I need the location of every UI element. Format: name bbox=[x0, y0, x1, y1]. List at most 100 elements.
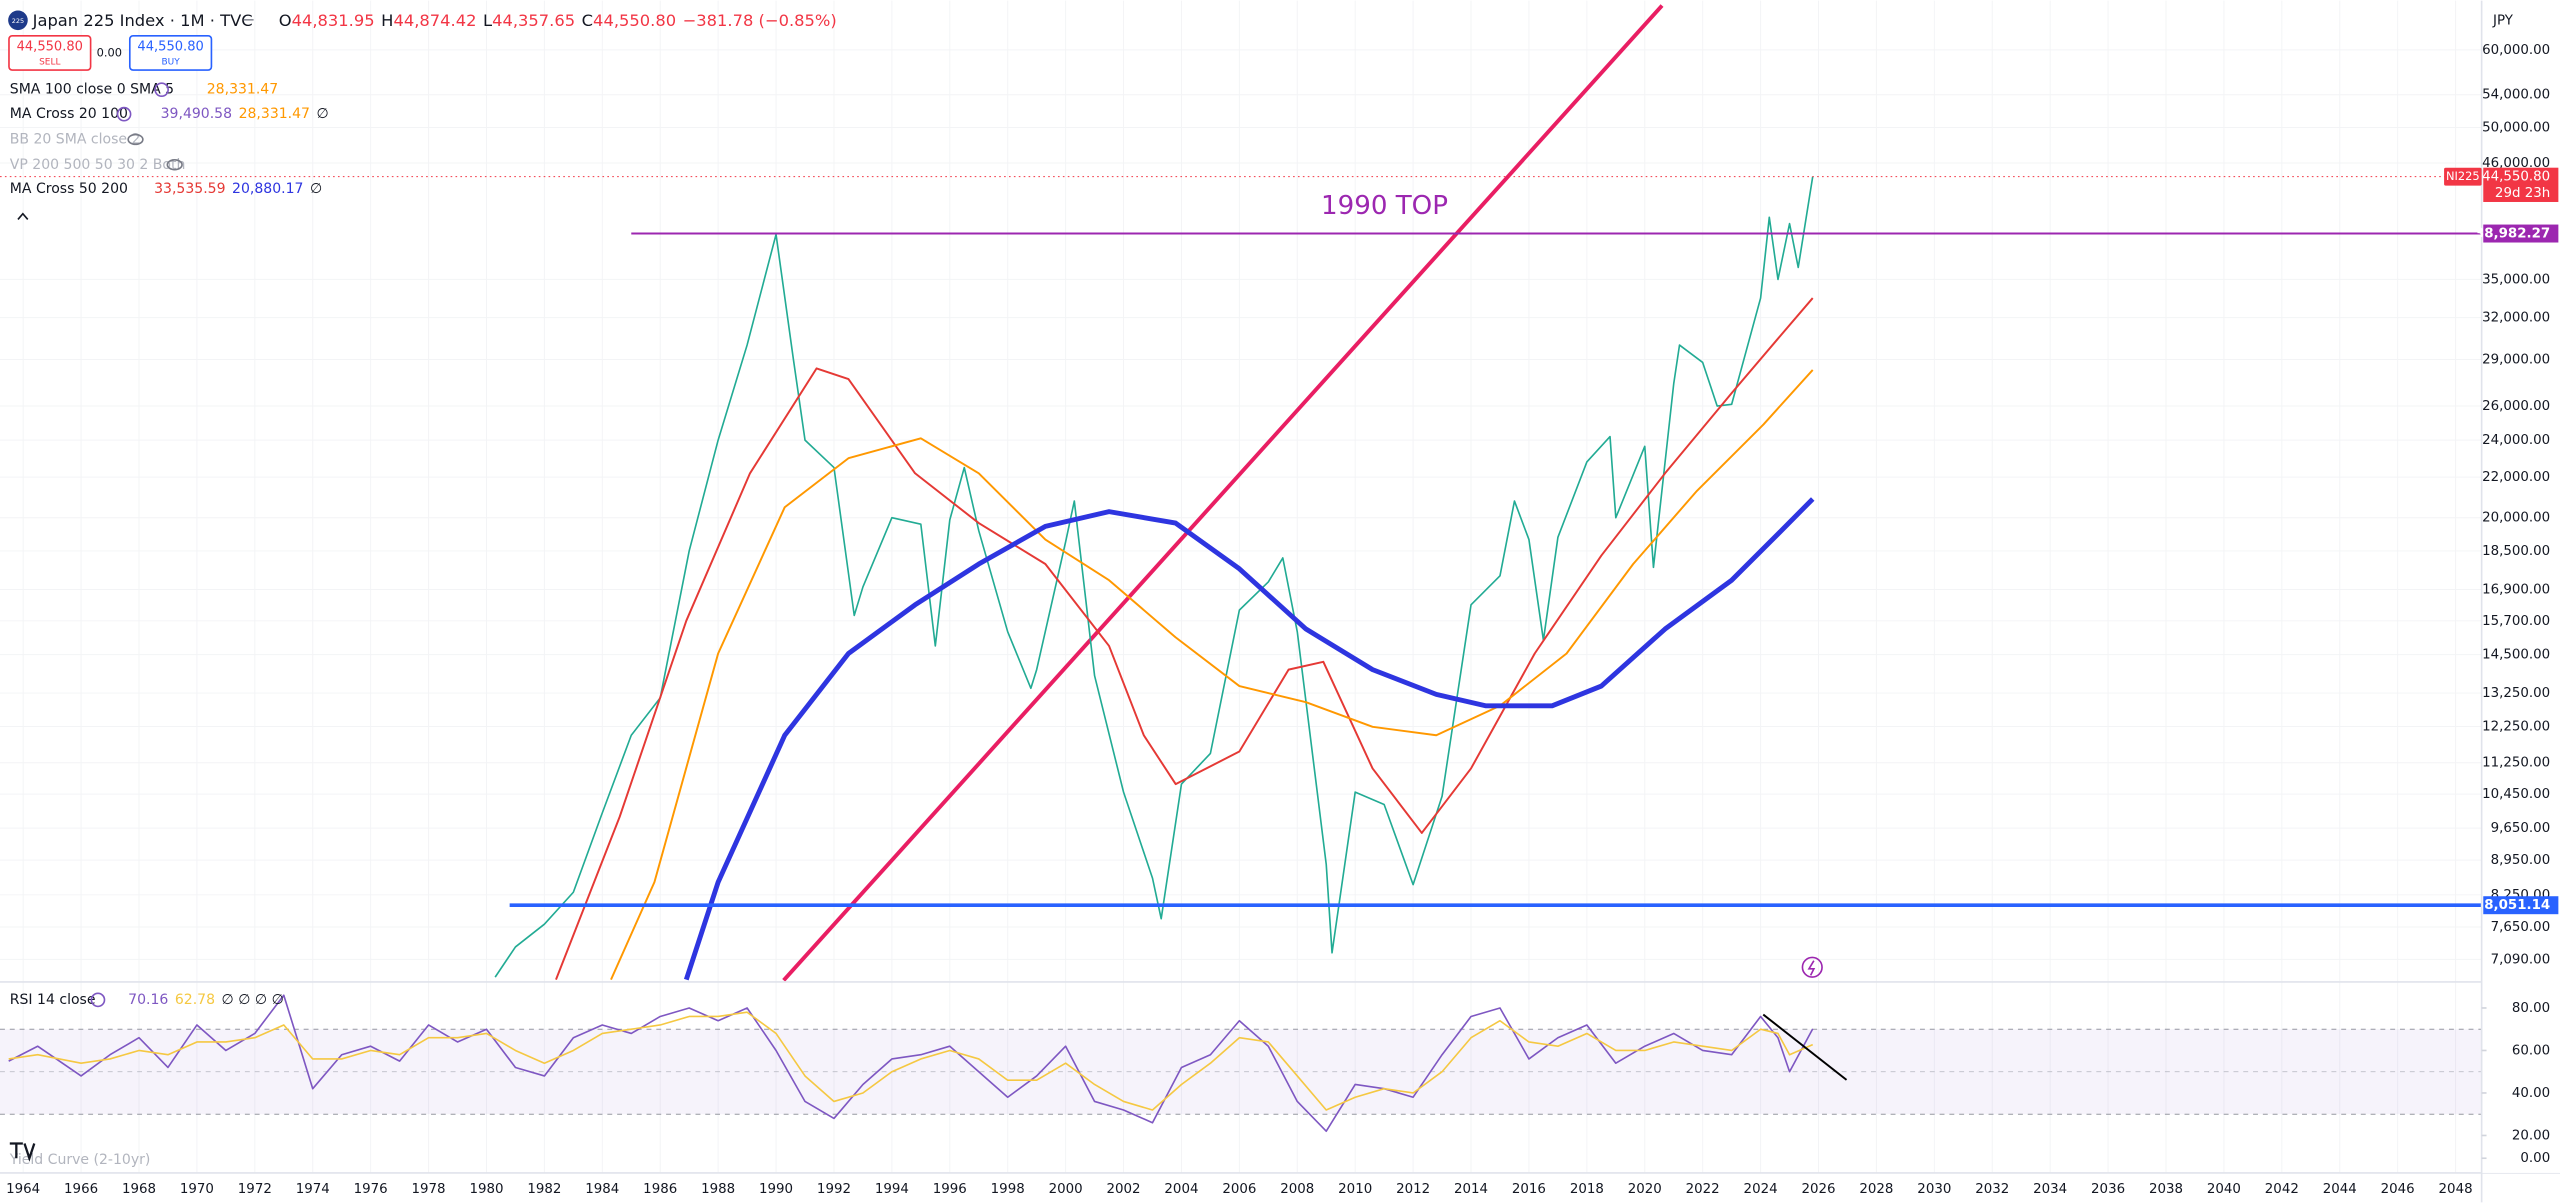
x-tick-label: 2030 bbox=[1917, 1182, 1951, 1197]
x-tick-label: 2006 bbox=[1222, 1182, 1256, 1197]
x-tick-label: 2032 bbox=[1975, 1182, 2009, 1197]
legend-label: MA Cross 50 200 bbox=[10, 181, 128, 197]
x-tick-label: 2004 bbox=[1164, 1182, 1198, 1197]
y-tick-label: 20.00 bbox=[2512, 1128, 2550, 1143]
settings-icon[interactable] bbox=[154, 82, 169, 98]
x-tick-label: 2018 bbox=[1570, 1182, 1604, 1197]
collapse-caret[interactable] bbox=[17, 212, 29, 220]
hidden-icon[interactable] bbox=[127, 133, 144, 146]
x-tick-label: 1982 bbox=[527, 1182, 561, 1197]
y-tick-label: 32,000.00 bbox=[2482, 311, 2550, 326]
x-tick-label: 1996 bbox=[933, 1182, 967, 1197]
x-tick-label: 2020 bbox=[1628, 1182, 1662, 1197]
y-tick-label: 50,000.00 bbox=[2482, 121, 2550, 136]
series-line bbox=[610, 369, 1814, 981]
level-label: 8,051.14 bbox=[2484, 898, 2550, 913]
x-tick-label: 2028 bbox=[1859, 1182, 1893, 1197]
y-tick-label: 46,000.00 bbox=[2482, 156, 2550, 171]
x-tick-label: 2008 bbox=[1280, 1182, 1314, 1197]
ohlc-value: 44,550.80 bbox=[593, 11, 676, 30]
y-tick-label: 0.00 bbox=[2520, 1151, 2550, 1166]
trend-line bbox=[782, 4, 1664, 982]
last-price-box bbox=[2483, 167, 2559, 202]
y-tick-label: 15,700.00 bbox=[2482, 614, 2550, 629]
x-tick-label: 2016 bbox=[1512, 1182, 1546, 1197]
legend-value: 39,490.58 bbox=[161, 106, 232, 122]
y-tick-label: 80.00 bbox=[2512, 1001, 2550, 1016]
legend-item: SMA 100 close 0 SMA 5 28,331.47 bbox=[10, 82, 278, 98]
legend-value: ∅ ∅ ∅ ∅ bbox=[222, 992, 284, 1008]
rsi-trend-line bbox=[1762, 1013, 1848, 1081]
x-tick-label: 2040 bbox=[2207, 1182, 2241, 1197]
last-price-label: 44,550.80 bbox=[2482, 170, 2550, 185]
alert-icon[interactable] bbox=[1801, 956, 1823, 978]
y-tick-label: 20,000.00 bbox=[2482, 511, 2550, 526]
x-tick-label: 1978 bbox=[412, 1182, 446, 1197]
legend-label: RSI 14 close bbox=[10, 992, 96, 1008]
y-tick-label: 60,000.00 bbox=[2482, 43, 2550, 58]
buy-price: 44,550.80 bbox=[137, 40, 203, 55]
spread: 0.00 bbox=[97, 45, 122, 59]
legend-value: 62.78 bbox=[175, 992, 215, 1008]
x-tick-label: 2014 bbox=[1454, 1182, 1488, 1197]
x-tick-label: 1964 bbox=[6, 1182, 40, 1197]
y-tick-label: 29,000.00 bbox=[2482, 353, 2550, 368]
legend-label: SMA 100 close 0 SMA 5 bbox=[10, 82, 174, 98]
legend-item: BB 20 SMA close 2 bbox=[10, 131, 141, 147]
ohlc-label: L bbox=[483, 11, 492, 30]
y-tick-label: 7,650.00 bbox=[2491, 920, 2551, 935]
series-line bbox=[494, 176, 1814, 978]
price-change: −381.78 (−0.85%) bbox=[683, 11, 837, 30]
tv-logo bbox=[9, 1142, 36, 1162]
x-tick-label: 2000 bbox=[1049, 1182, 1083, 1197]
settings-icon[interactable] bbox=[116, 106, 132, 122]
settings-icon[interactable] bbox=[90, 992, 106, 1008]
y-tick-label: 9,650.00 bbox=[2491, 821, 2551, 836]
sell-label: SELL bbox=[39, 57, 60, 67]
legend-value: 28,331.47 bbox=[239, 106, 310, 122]
ohlc-value: 44,357.65 bbox=[492, 11, 575, 30]
legend-label: BB 20 SMA close 2 bbox=[10, 131, 141, 147]
y-tick-label: 11,250.00 bbox=[2482, 756, 2550, 771]
y-tick-label: 7,090.00 bbox=[2491, 952, 2551, 967]
plot bbox=[0, 176, 2482, 1133]
ohlc-value: 44,874.42 bbox=[393, 11, 476, 30]
legend-value: ∅ bbox=[310, 181, 322, 197]
x-tick-label: 1992 bbox=[817, 1182, 851, 1197]
x-tick-label: 1990 bbox=[759, 1182, 793, 1197]
y-tick-label: 54,000.00 bbox=[2482, 88, 2550, 103]
level-label-box bbox=[2483, 896, 2559, 915]
sell-price: 44,550.80 bbox=[17, 40, 83, 55]
x-tick-label: 2026 bbox=[1801, 1182, 1835, 1197]
x-tick-label: 1988 bbox=[701, 1182, 735, 1197]
x-tick-label: 2022 bbox=[1686, 1182, 1720, 1197]
buy-label: BUY bbox=[162, 57, 181, 67]
series-line bbox=[8, 994, 1814, 1133]
series-line bbox=[8, 1011, 1814, 1111]
x-tick-label: 2046 bbox=[2381, 1182, 2415, 1197]
legend-value: 33,535.59 bbox=[154, 181, 225, 197]
y-tick-label: 40.00 bbox=[2512, 1086, 2550, 1101]
symbol-title: Japan 225 Index · 1M · TVC bbox=[32, 11, 253, 30]
buy-button[interactable] bbox=[128, 34, 213, 71]
collapse-dash[interactable]: − bbox=[242, 10, 256, 29]
ohlc-label: H bbox=[381, 11, 393, 30]
currency: JPY bbox=[2492, 13, 2514, 28]
legend-value: 20,880.17 bbox=[232, 181, 303, 197]
sell-button[interactable] bbox=[8, 34, 92, 71]
hidden-icon[interactable] bbox=[166, 159, 183, 171]
x-tick-label: 2012 bbox=[1396, 1182, 1430, 1197]
countdown-label: 29d 23h bbox=[2495, 186, 2550, 201]
y-tick-label: 35,000.00 bbox=[2482, 272, 2550, 287]
rsi-legend: RSI 14 close 70.16 62.78 ∅ ∅ ∅ ∅ bbox=[10, 992, 284, 1008]
legend-item: VP 200 500 50 30 2 Both bbox=[10, 157, 186, 173]
header-line: Japan 225 Index · 1M · TVC O44,831.95 H44,… bbox=[32, 11, 837, 30]
x-tick-label: 2048 bbox=[2439, 1182, 2473, 1197]
legend-item: MA Cross 50 200 33,535.59 20,880.17 ∅ bbox=[10, 181, 322, 197]
series-line bbox=[683, 497, 1815, 981]
x-tick-label: 1976 bbox=[354, 1182, 388, 1197]
y-tick-label: 18,500.00 bbox=[2482, 544, 2550, 559]
